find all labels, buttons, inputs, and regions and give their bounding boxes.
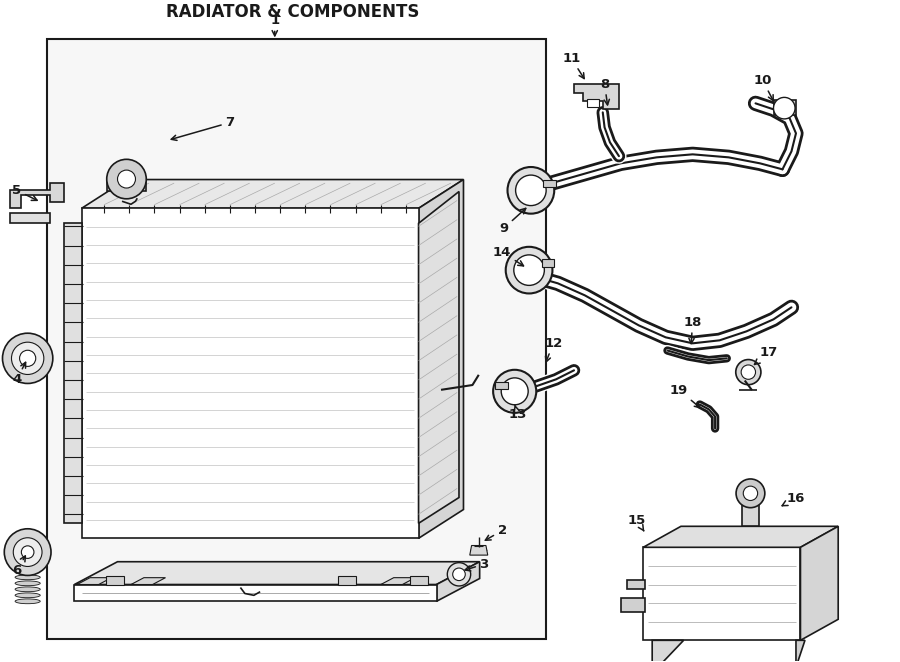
Polygon shape <box>495 382 508 389</box>
Circle shape <box>736 359 760 385</box>
Text: 16: 16 <box>782 492 806 506</box>
Text: 17: 17 <box>754 346 778 365</box>
Polygon shape <box>542 260 554 267</box>
Polygon shape <box>381 578 415 585</box>
Text: 9: 9 <box>500 209 526 234</box>
Text: RADIATOR & COMPONENTS: RADIATOR & COMPONENTS <box>166 3 419 21</box>
Circle shape <box>508 167 554 214</box>
Text: 10: 10 <box>753 74 773 101</box>
Polygon shape <box>131 578 166 585</box>
Bar <box>338 575 356 585</box>
Circle shape <box>12 342 44 375</box>
Ellipse shape <box>15 593 40 598</box>
Text: 19: 19 <box>670 383 700 408</box>
Text: 12: 12 <box>544 337 562 362</box>
Polygon shape <box>574 84 619 109</box>
Text: 11: 11 <box>562 52 584 79</box>
Circle shape <box>743 486 758 500</box>
Polygon shape <box>82 209 418 538</box>
Text: 13: 13 <box>508 405 526 420</box>
Polygon shape <box>418 179 464 538</box>
Polygon shape <box>10 183 64 209</box>
Polygon shape <box>627 580 645 589</box>
Polygon shape <box>470 545 488 555</box>
Text: 3: 3 <box>465 557 489 571</box>
Circle shape <box>506 247 553 293</box>
Polygon shape <box>10 213 50 223</box>
Circle shape <box>22 546 34 558</box>
Circle shape <box>516 175 546 206</box>
Polygon shape <box>418 191 459 524</box>
Circle shape <box>736 479 765 508</box>
Polygon shape <box>77 578 112 585</box>
Circle shape <box>742 365 755 379</box>
Circle shape <box>514 255 544 285</box>
Polygon shape <box>644 526 838 547</box>
Bar <box>587 99 599 107</box>
Circle shape <box>118 170 136 188</box>
Ellipse shape <box>15 581 40 586</box>
Text: 15: 15 <box>628 514 646 531</box>
Bar <box>410 575 427 585</box>
Polygon shape <box>436 562 480 601</box>
Text: 6: 6 <box>13 556 25 577</box>
Text: 5: 5 <box>13 184 37 201</box>
Circle shape <box>107 160 147 199</box>
Text: 7: 7 <box>171 116 234 140</box>
Circle shape <box>447 563 471 586</box>
Circle shape <box>501 378 528 404</box>
Polygon shape <box>773 101 796 115</box>
Polygon shape <box>800 526 838 640</box>
Ellipse shape <box>15 569 40 574</box>
Polygon shape <box>796 640 805 662</box>
Ellipse shape <box>15 575 40 580</box>
Polygon shape <box>64 223 82 524</box>
Polygon shape <box>621 598 645 612</box>
Bar <box>48 38 546 639</box>
Circle shape <box>773 97 795 119</box>
Circle shape <box>4 529 51 575</box>
Polygon shape <box>82 179 464 209</box>
Text: 2: 2 <box>485 524 507 540</box>
Text: 8: 8 <box>600 77 609 105</box>
Polygon shape <box>107 179 147 191</box>
Polygon shape <box>652 640 684 662</box>
Polygon shape <box>75 585 436 601</box>
Text: 14: 14 <box>493 246 524 266</box>
Polygon shape <box>544 179 556 187</box>
Circle shape <box>453 568 465 581</box>
Circle shape <box>14 538 42 567</box>
Circle shape <box>3 333 53 383</box>
Bar <box>742 493 759 526</box>
Ellipse shape <box>15 587 40 592</box>
Ellipse shape <box>15 599 40 604</box>
Bar <box>106 575 124 585</box>
Text: 18: 18 <box>683 316 702 344</box>
Circle shape <box>493 370 536 413</box>
Text: 4: 4 <box>13 362 25 386</box>
Polygon shape <box>75 562 480 585</box>
Circle shape <box>20 350 36 366</box>
Polygon shape <box>644 547 800 640</box>
Text: 1: 1 <box>270 14 279 36</box>
